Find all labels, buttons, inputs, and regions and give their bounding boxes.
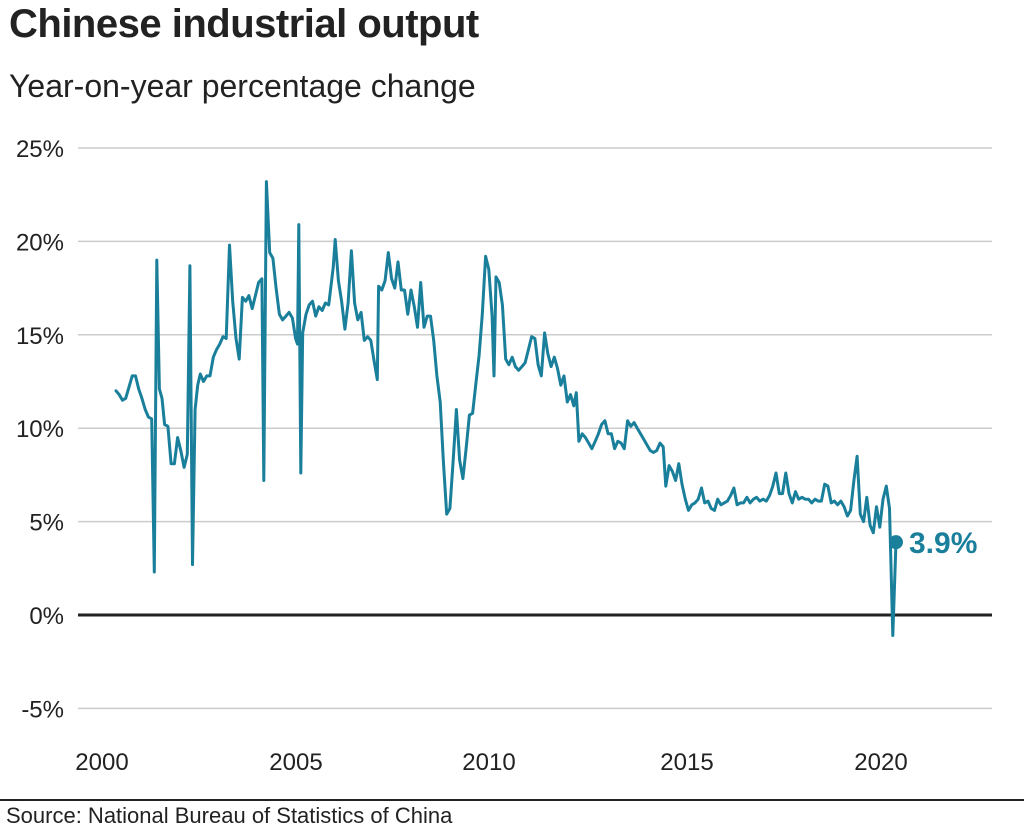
end-value-label: 3.9%: [909, 527, 977, 560]
x-tick-label: 2010: [462, 749, 515, 776]
y-tick-label: 20%: [16, 229, 64, 256]
x-tick-label: 2005: [269, 749, 322, 776]
y-tick-label: 0%: [29, 603, 64, 630]
y-tick-label: 5%: [29, 510, 64, 537]
source-divider: [0, 799, 1024, 801]
end-point-marker: [889, 535, 903, 550]
series-layer: 3.9%: [114, 180, 977, 637]
x-axis-tick-labels: 2000 2005 2010 2015 2020: [75, 749, 907, 776]
y-axis-tick-labels: 25% 20% 15% 10% 5% 0% -5%: [16, 136, 64, 723]
source-note: Source: National Bureau of Statistics of…: [6, 803, 453, 828]
series-line: [114, 180, 898, 637]
x-tick-label: 2000: [75, 749, 128, 776]
y-tick-label: 25%: [16, 136, 64, 163]
grid-lines: [78, 147, 992, 710]
page-subtitle: Year-on-year percentage change: [9, 68, 476, 104]
page-title: Chinese industrial output: [9, 2, 479, 46]
x-tick-label: 2015: [660, 749, 713, 776]
line-chart: 25% 20% 15% 10% 5% 0% -5% 2000 2005 2010 2015 2020…: [16, 136, 992, 776]
x-tick-label: 2020: [854, 749, 907, 776]
y-tick-label: 15%: [16, 323, 64, 350]
y-tick-label: 10%: [16, 416, 64, 443]
y-tick-label: -5%: [21, 696, 64, 723]
